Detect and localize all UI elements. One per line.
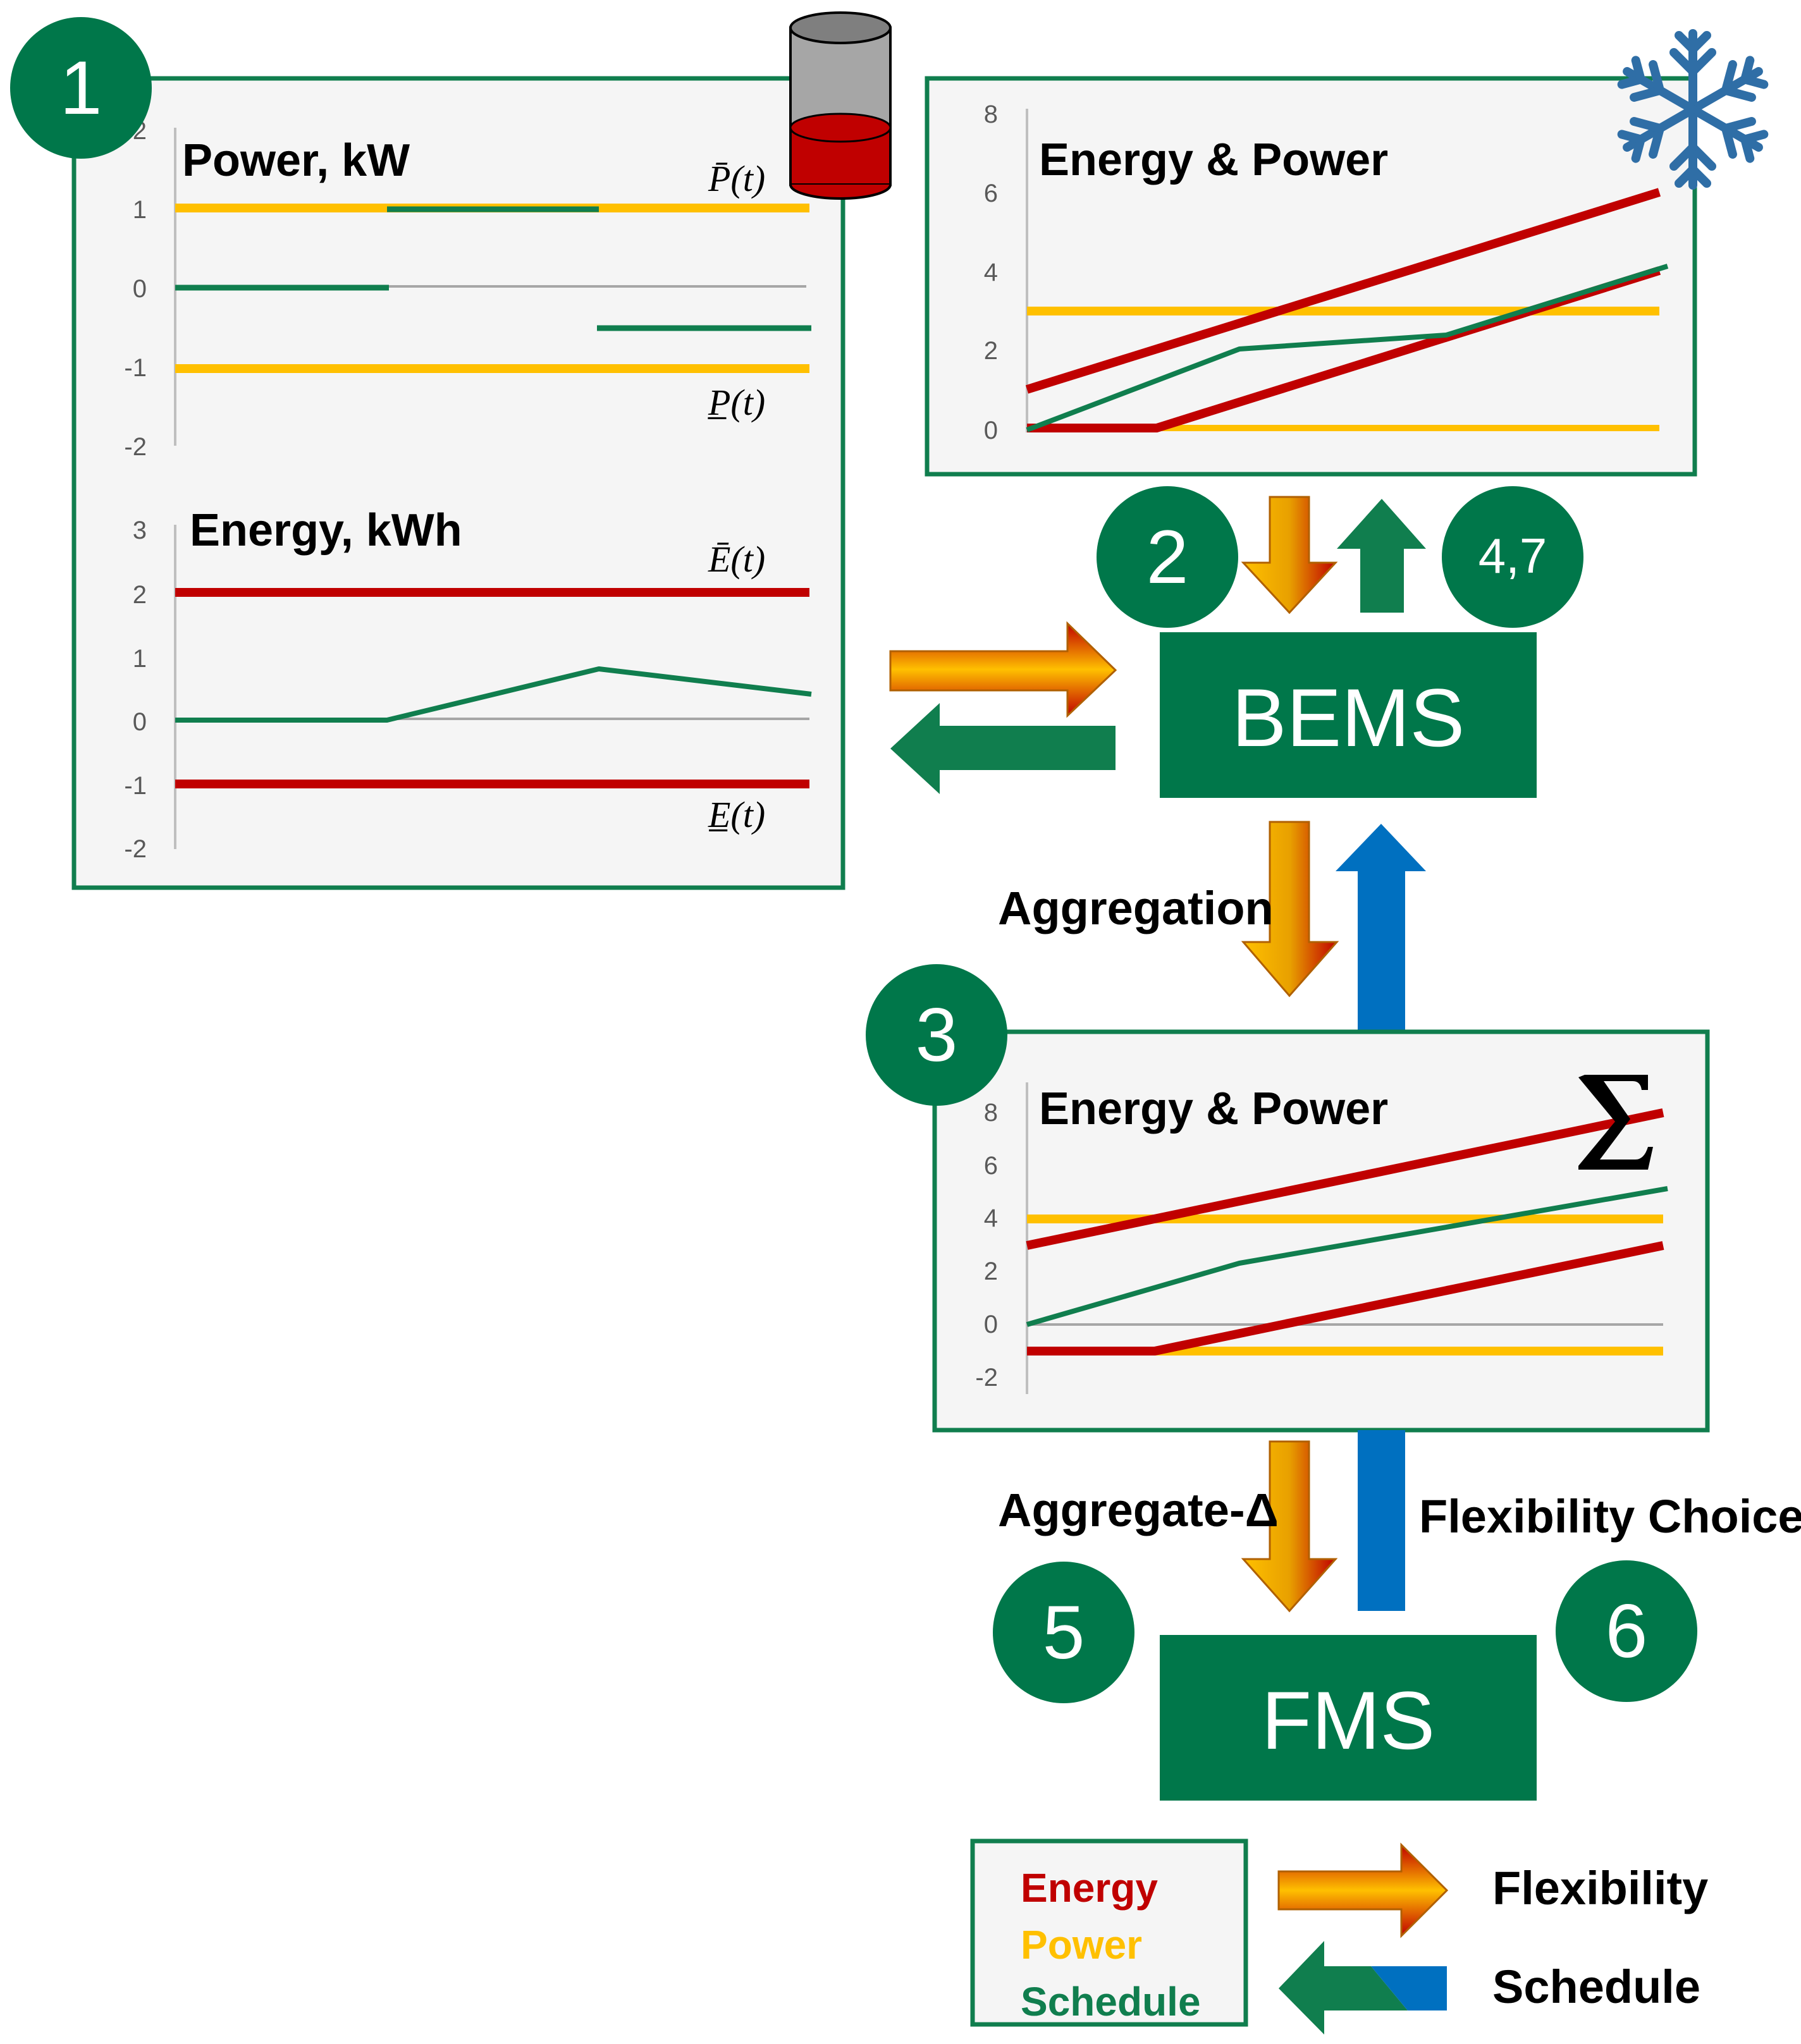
aggregate-chart-title: Energy & Power (1039, 1084, 1388, 1134)
aggregation-label: Aggregation (998, 882, 1274, 934)
aggregate-schedule (1026, 1186, 1668, 1327)
legend-flexibility-label: Flexibility (1492, 1862, 1708, 1914)
marker-4-7-label: 4,7 (1478, 528, 1547, 584)
power-ytick: 1 (133, 196, 147, 224)
aggregate-panel: 8 6 4 2 0 -2 Energy & Power (932, 1029, 1710, 1433)
device-flexibility-panel: 2 1 0 -1 -2 Power, kW P̄(t) P̲(t) 3 2 1 … (71, 76, 845, 890)
legend: Energy Power Schedule Flexibility Schedu… (970, 1839, 1708, 2035)
marker-3-label: 3 (916, 993, 958, 1077)
energy-ytick: 1 (133, 645, 147, 673)
marker-6-label: 6 (1606, 1589, 1648, 1674)
bems-ytick: 8 (984, 101, 998, 128)
bems-label: BEMS (1232, 671, 1465, 764)
marker-1-label: 1 (60, 46, 102, 130)
marker-5-label: 5 (1043, 1590, 1085, 1675)
snowflake-icon (1618, 29, 1768, 185)
flexibility-choice-up-bar (1358, 1430, 1405, 1611)
energy-ytick: -2 (124, 835, 147, 863)
energy-chart-title: Energy, kWh (190, 505, 462, 556)
energy-lower-annotation: E̲(t) (708, 794, 765, 835)
legend-schedule-arrow-blue (1371, 1966, 1447, 2010)
marker-1: 1 (10, 17, 152, 159)
energy-upper-annotation: Ē(t) (708, 539, 765, 580)
marker-2-label: 2 (1146, 515, 1189, 599)
legend-power: Power (1021, 1922, 1142, 1968)
bems-ytick: 4 (984, 259, 998, 286)
bems-schedule (1026, 264, 1669, 432)
bems-ytick: 2 (984, 337, 998, 365)
power-lower-annotation: P̲(t) (708, 382, 765, 423)
aggregate-delta-label: Aggregate-Δ (998, 1484, 1279, 1536)
fms-label: FMS (1262, 1674, 1435, 1766)
energy-ytick: -1 (124, 772, 147, 800)
panel-3-frame (932, 1029, 1710, 1433)
battery-icon (789, 11, 892, 200)
aggregate-ytick: 8 (984, 1099, 998, 1127)
legend-energy: Energy (1021, 1865, 1158, 1911)
legend-flexibility-arrow (1277, 1842, 1449, 1938)
aggregate-ytick: -2 (975, 1364, 998, 1392)
legend-schedule: Schedule (1021, 1979, 1201, 2024)
bems-energy-upper (1025, 188, 1661, 394)
energy-chart: 3 2 1 0 -1 -2 Energy, kWh Ē(t) E̲(t) (124, 505, 812, 863)
marker-3: 3 (866, 964, 1007, 1106)
schedule-up-arrow-bems (1337, 499, 1426, 613)
flexibility-down-arrow-bems (1241, 496, 1338, 615)
legend-schedule-arrow-label: Schedule (1492, 1961, 1700, 2013)
aggregate-energy-upper (1026, 1108, 1664, 1250)
marker-4-7: 4,7 (1442, 486, 1583, 628)
power-ytick: -1 (124, 354, 147, 382)
schedule-up-arrow-to-bems (1336, 824, 1426, 1032)
fms-box: FMS (1160, 1635, 1537, 1801)
flexibility-right-arrow-to-bems (889, 621, 1117, 718)
marker-6: 6 (1556, 1560, 1697, 1702)
panel-2-frame (925, 76, 1697, 477)
schedule-left-arrow-from-bems (890, 703, 1116, 794)
aggregate-delta-down-arrow (1241, 1440, 1338, 1613)
sum-icon (1578, 1075, 1653, 1170)
aggregate-energy-lower (1027, 1241, 1664, 1356)
energy-ytick: 3 (133, 517, 147, 544)
aggregate-ytick: 6 (984, 1152, 998, 1180)
bems-box: BEMS (1160, 632, 1537, 798)
aggregate-ytick: 0 (984, 1311, 998, 1338)
bems-chart-title: Energy & Power (1039, 135, 1388, 185)
legend-schedule-arrow-green (1279, 1941, 1408, 2035)
bems-flexibility-panel: 8 6 4 2 0 Energy & Power (925, 76, 1697, 477)
power-chart-title: Power, kW (182, 135, 410, 186)
energy-schedule (175, 666, 812, 723)
power-ytick: -2 (124, 433, 147, 461)
energy-ytick: 0 (133, 708, 147, 736)
bems-ytick: 0 (984, 417, 998, 444)
aggregate-ytick: 4 (984, 1204, 998, 1232)
legend-frame (970, 1839, 1248, 2027)
bems-ytick: 6 (984, 180, 998, 207)
energy-ytick: 2 (133, 581, 147, 609)
aggregate-ytick: 2 (984, 1258, 998, 1285)
panel-1-frame (71, 76, 845, 890)
aggregation-down-arrow (1241, 821, 1339, 998)
power-chart: 2 1 0 -1 -2 Power, kW P̄(t) P̲(t) (124, 117, 811, 461)
marker-2: 2 (1097, 486, 1238, 628)
flexibility-choice-label: Flexibility Choice (1419, 1490, 1801, 1543)
power-upper-annotation: P̄(t) (708, 158, 765, 199)
marker-5: 5 (993, 1562, 1134, 1703)
power-ytick: 0 (133, 275, 147, 303)
